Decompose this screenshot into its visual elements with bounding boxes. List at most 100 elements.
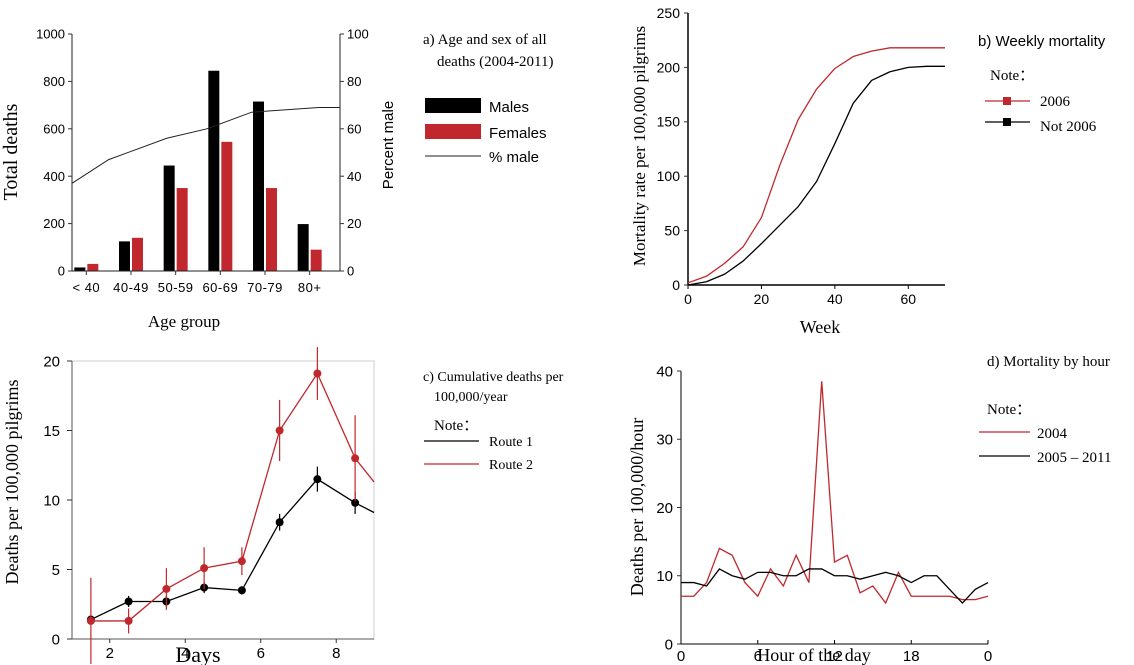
- panel-c-legend-note: Note：: [434, 418, 478, 434]
- panel-a-title-line1: a) Age and sex of all: [423, 32, 547, 48]
- panel-c-y-ticks: 0 5 10 15 20: [43, 353, 72, 648]
- series-line-2006: [687, 47, 945, 284]
- panel-a-plot-area: [71, 70, 340, 271]
- series-line-route-1: [90, 478, 375, 621]
- panel-c-y-tick-label: 5: [52, 562, 60, 579]
- panel-a-x-tick-label: 40-49: [113, 280, 149, 295]
- panel-c-xlabel: Days: [175, 642, 220, 665]
- data-point-route-2: [86, 616, 95, 625]
- panel-c-title-line2: 100,000/year: [434, 390, 508, 405]
- legend-marker-not-2006: [1003, 118, 1011, 126]
- legend-label-2005-2011: 2005 – 2011: [1037, 450, 1111, 466]
- panel-d-title: d) Mortality by hour: [987, 354, 1110, 370]
- series-line-not-2006: [687, 65, 945, 286]
- data-point-route-2: [124, 616, 133, 625]
- bar-females-5: [310, 249, 322, 271]
- panel-a-y2-ticks: 0 20 40 60 80 100: [340, 27, 369, 279]
- bar-females-2: [176, 188, 188, 271]
- bar-males-3: [208, 70, 220, 271]
- panel-b-y-tick-label: 150: [657, 114, 681, 130]
- panel-a-y-tick-label: 800: [43, 74, 65, 89]
- bar-males-0: [74, 267, 86, 271]
- panel-d-xlabel: Hour of the day: [757, 645, 870, 665]
- data-point-route-2: [351, 454, 360, 463]
- panel-b-x-ticks: 0 20 40 60: [684, 285, 916, 307]
- panel-a-y2-tick-label: 40: [347, 169, 361, 184]
- data-point-route-2: [200, 564, 209, 573]
- panel-a-y-tick-label: 1000: [36, 27, 65, 42]
- legend-label-2004: 2004: [1037, 426, 1068, 442]
- panel-a-y-tick-label: 400: [43, 169, 65, 184]
- panel-a-y2label: Percent male: [380, 101, 397, 189]
- panel-d-legend-note: Note：: [987, 402, 1031, 418]
- series-line-route-2: [90, 372, 375, 622]
- data-point-route-2: [313, 369, 322, 378]
- bar-females-1: [132, 237, 143, 271]
- panel-c-x-ticks: 2 4 6 8: [106, 639, 340, 662]
- panel-d-legend: Note： 2004 2005 – 2011: [979, 402, 1111, 466]
- data-point-route-1: [124, 597, 133, 606]
- panel-d-x-tick-label: 12: [826, 648, 843, 665]
- data-point-route-2: [237, 557, 246, 566]
- panel-d-y-tick-label: 10: [656, 568, 673, 585]
- data-point-route-2: [162, 584, 171, 593]
- legend-label-2006: 2006: [1040, 94, 1071, 110]
- panel-d-x-ticks: 0 6 12 18 0: [677, 640, 992, 665]
- panel-a-y-ticks: 0 200 400 600 800 1000: [36, 27, 72, 279]
- panel-d-x-tick-label: 0: [677, 648, 685, 665]
- panel-b-ylabel: Mortality rate per 100,000 pilgrims: [630, 26, 649, 266]
- legend-label-percent-male: % male: [489, 149, 539, 166]
- bar-females-0: [87, 263, 99, 271]
- panel-a-title-line2: deaths (2004-2011): [437, 54, 554, 70]
- data-point-route-1: [275, 518, 284, 527]
- panel-a-x-tick-label: 50-59: [158, 280, 194, 295]
- panel-a-y2-tick-label: 100: [347, 27, 369, 42]
- panel-a-y2-tick-label: 20: [347, 216, 361, 231]
- legend-label-route-1: Route 1: [489, 435, 533, 450]
- panel-a-x-tick-label: 80+: [298, 280, 322, 295]
- panel-b-y-tick-label: 50: [664, 223, 680, 239]
- panel-a-x-tick-label: 70-79: [247, 280, 283, 295]
- bar-males-2: [163, 165, 175, 271]
- panel-c-y-tick-label: 20: [43, 353, 60, 370]
- panel-d-y-ticks: 0 10 20 30 40: [656, 363, 681, 653]
- panel-b-legend: Note： 2006 Not 2006: [985, 68, 1097, 135]
- bar-males-4: [253, 101, 264, 271]
- panel-d-ylabel: Deaths per 100,000/hour: [627, 418, 647, 596]
- panel-b-y-tick-label: 200: [657, 59, 681, 75]
- panel-c-y-tick-label: 0: [52, 631, 60, 648]
- legend-label-females: Females: [489, 125, 547, 142]
- panel-a-xlabel: Age group: [148, 312, 220, 331]
- panel-d-y-tick-label: 0: [665, 636, 673, 653]
- panel-a-y-tick-label: 0: [58, 264, 65, 279]
- panel-a: 0 200 400 600 800 1000 0 20 40 60 80 100 < 40 40-49…: [0, 27, 554, 331]
- panel-d-y-tick-label: 30: [656, 432, 673, 449]
- percent-male-line: [71, 106, 319, 184]
- panel-b-x-tick-label: 40: [827, 291, 843, 307]
- panel-c-y-tick-label: 10: [43, 492, 60, 509]
- panel-d-plot-area: [681, 381, 989, 605]
- panel-d-x-tick-label: 6: [754, 648, 762, 665]
- panel-c-frame: [71, 360, 375, 640]
- panel-d: 0 10 20 30 40 0 6 12 18 0 Deaths per 100,000/hou…: [627, 354, 1111, 665]
- bar-females-4: [266, 188, 277, 271]
- data-point-route-2: [275, 426, 284, 435]
- data-point-route-1: [237, 586, 246, 595]
- legend-label-route-2: Route 2: [489, 458, 533, 473]
- panel-c-x-tick-label: 2: [106, 645, 114, 662]
- legend-marker-2006: [1003, 97, 1011, 105]
- data-point-route-1: [313, 475, 322, 484]
- panel-c-ylabel: Deaths per 100,000 pilgrims: [2, 380, 22, 585]
- panel-d-y-tick-label: 20: [656, 500, 673, 517]
- panel-a-y2-tick-label: 0: [347, 264, 354, 279]
- panel-a-y-tick-label: 200: [43, 216, 65, 231]
- panel-a-y2-tick-label: 80: [347, 74, 361, 89]
- panel-a-x-ticks: < 40 40-49 50-59 60-69 70-79 80+: [72, 271, 321, 295]
- panel-b-x-tick-label: 0: [684, 291, 692, 307]
- legend-swatch-males: [425, 98, 481, 113]
- legend-label-not-2006: Not 2006: [1040, 119, 1097, 135]
- panel-b-y-tick-label: 100: [657, 168, 681, 184]
- panel-b-y-ticks: 0 50 100 150 200 250: [657, 5, 688, 293]
- series-line-2005-2011: [681, 568, 989, 605]
